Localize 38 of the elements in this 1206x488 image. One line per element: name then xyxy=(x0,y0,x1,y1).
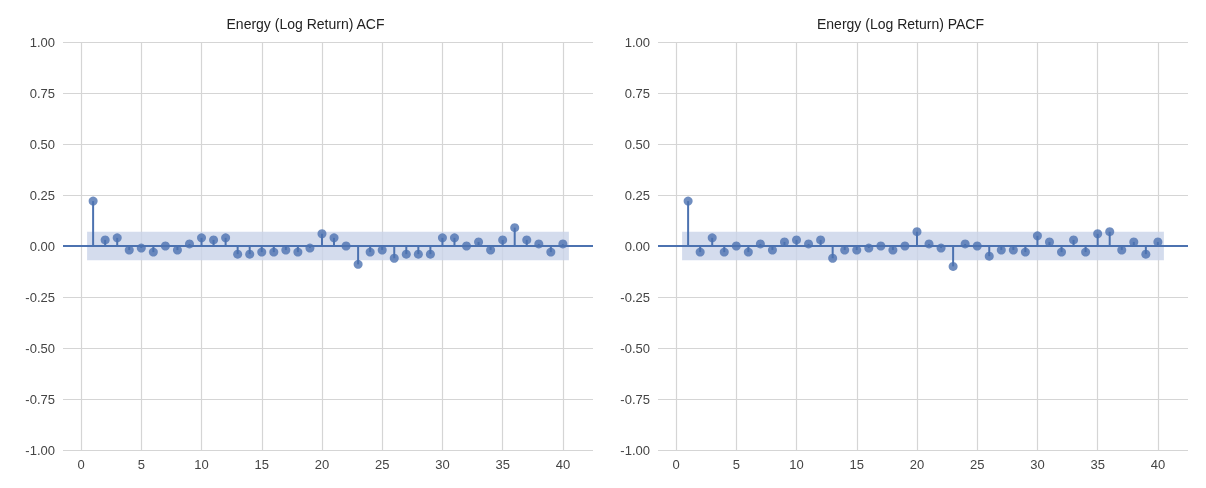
chart-title: Energy (Log Return) PACF xyxy=(816,16,985,32)
x-tick-label: 25 xyxy=(374,457,390,472)
y-tick-label: 0.00 xyxy=(624,238,650,254)
y-tick-label: -0.75 xyxy=(620,391,650,407)
y-tick-label: -0.25 xyxy=(620,289,650,305)
y-tick-label: 0.75 xyxy=(624,85,650,101)
x-tick-label: 15 xyxy=(849,457,864,472)
y-tick-label: -0.25 xyxy=(25,289,55,305)
x-tick-label: 15 xyxy=(254,457,269,472)
x-tick-label: 5 xyxy=(732,457,740,472)
y-tick-label: -0.50 xyxy=(25,340,55,356)
y-tick-label: -0.75 xyxy=(25,391,55,407)
y-tick-label: 1.00 xyxy=(29,34,55,50)
x-tick-label: 40 xyxy=(555,457,571,472)
y-tick-label: 0.25 xyxy=(624,187,650,203)
x-tick-label: 10 xyxy=(194,457,209,472)
x-tick-label: 10 xyxy=(789,457,804,472)
x-tick-label: 35 xyxy=(1090,457,1105,472)
x-tick-label: 0 xyxy=(672,457,680,472)
y-tick-label: 0.50 xyxy=(624,136,650,152)
y-tick-label: 0.00 xyxy=(29,238,55,254)
x-tick-label: 20 xyxy=(314,457,330,472)
x-tick-label: 40 xyxy=(1150,457,1166,472)
x-tick-label: 0 xyxy=(77,457,85,472)
x-tick-label: 35 xyxy=(495,457,510,472)
y-tick-label: 0.75 xyxy=(29,85,55,101)
chart-title: Energy (Log Return) ACF xyxy=(226,16,385,32)
y-tick-label: -1.00 xyxy=(25,442,55,458)
y-tick-label: 0.50 xyxy=(29,136,55,152)
x-tick-label: 25 xyxy=(969,457,985,472)
x-tick-label: 20 xyxy=(909,457,925,472)
x-tick-label: 30 xyxy=(435,457,450,472)
x-tick-label: 30 xyxy=(1030,457,1045,472)
x-tick-label: 5 xyxy=(137,457,145,472)
y-tick-label: -0.50 xyxy=(620,340,650,356)
y-tick-label: -1.00 xyxy=(620,442,650,458)
y-tick-label: 1.00 xyxy=(624,34,650,50)
y-tick-label: 0.25 xyxy=(29,187,55,203)
